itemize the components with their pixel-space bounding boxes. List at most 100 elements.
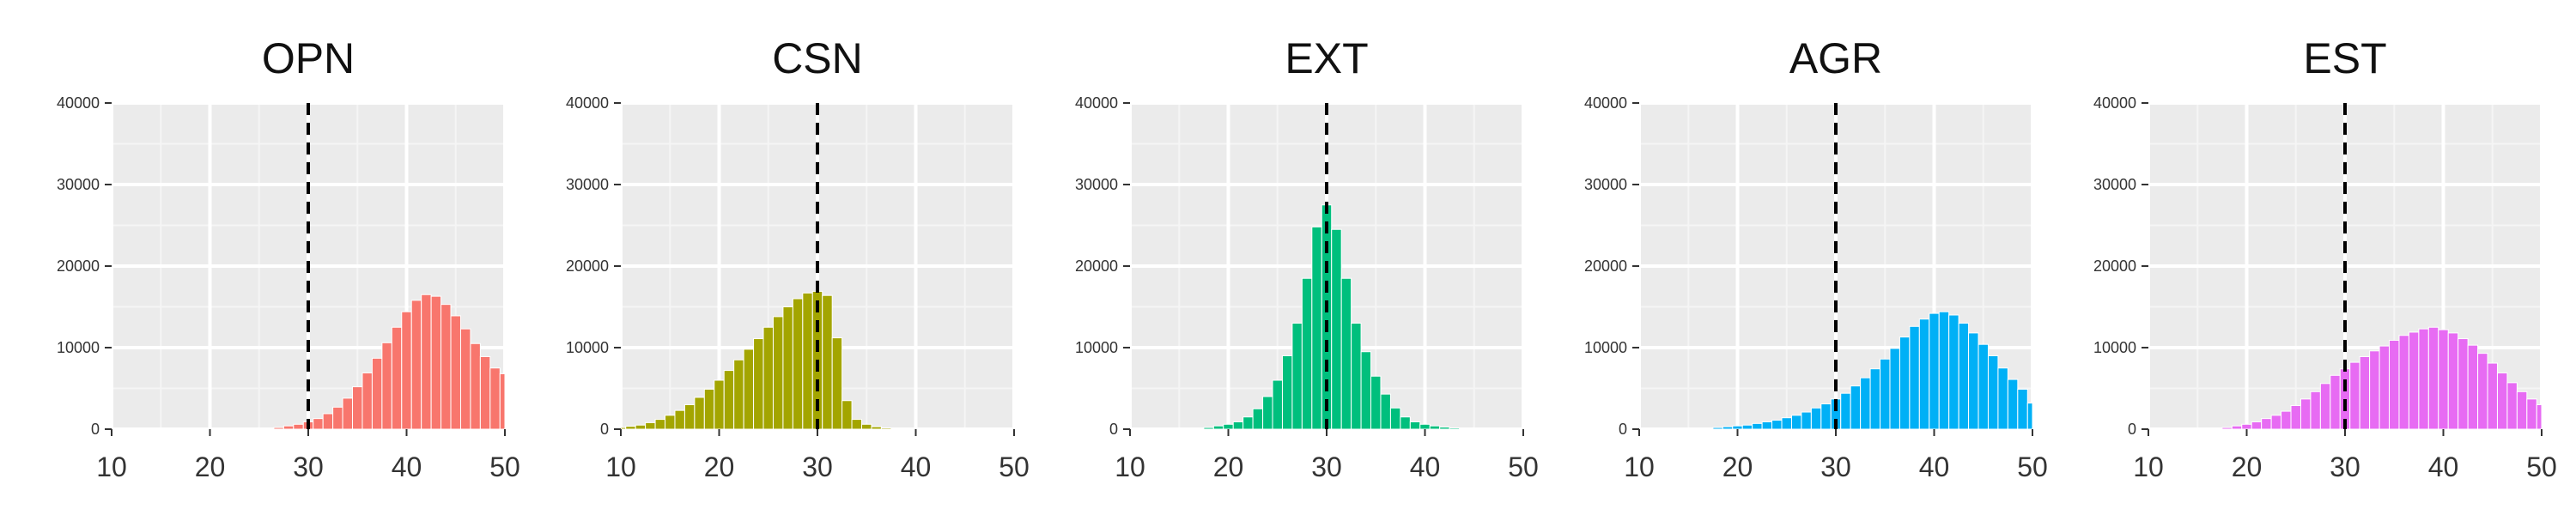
histogram-bar [625, 426, 636, 430]
y-tick-label: 30000 [1584, 176, 1627, 193]
histogram-bar [2477, 353, 2488, 430]
histogram-bar [1732, 425, 1743, 430]
histogram-bar [1761, 421, 1773, 430]
histogram-bar [1351, 323, 1362, 430]
histogram-bar [283, 425, 295, 430]
x-tick-label: 40 [901, 451, 932, 482]
histogram-bar [1810, 407, 1822, 430]
histogram-bar [1781, 417, 1792, 430]
histogram-bar [2418, 328, 2429, 430]
histogram-bar [1929, 312, 1940, 430]
y-tick-label: 10000 [57, 339, 100, 356]
x-tick-label: 20 [195, 451, 226, 482]
histogram-bar [2221, 427, 2233, 430]
histogram-bar [1889, 348, 1900, 430]
histogram-bar [293, 423, 304, 430]
histogram-bar [342, 397, 354, 430]
y-tick-label: 40000 [57, 94, 100, 112]
histogram-bar [2506, 382, 2518, 430]
histogram-bar [1311, 226, 1322, 430]
histogram-bar [1203, 427, 1214, 430]
histogram-bar [782, 306, 793, 430]
x-tick-label: 40 [1410, 451, 1441, 482]
histogram-bar [1918, 318, 1930, 430]
histogram-bar [1899, 336, 1911, 430]
x-tick-label: 40 [392, 451, 422, 482]
histogram-bar [1978, 343, 1989, 430]
y-tick-label: 20000 [1584, 258, 1627, 275]
histogram-bar [1850, 385, 1862, 430]
histogram-bar [2408, 331, 2420, 430]
x-tick-label: 20 [2232, 451, 2263, 482]
y-tick-label: 30000 [2093, 176, 2136, 193]
histogram-bar [1409, 421, 1421, 430]
histogram-bar [1223, 423, 1234, 430]
histogram-bar [1459, 427, 1470, 430]
histogram-bar [723, 370, 735, 430]
panel-csn: CSN 0 10000 20000 30000 40000 10 20 30 40 50 [566, 34, 1030, 482]
histogram-bar [2281, 410, 2292, 430]
histogram-bar [430, 295, 442, 430]
x-tick-label: 20 [1213, 451, 1244, 482]
histogram-bar [1301, 277, 1313, 430]
histogram-bar [1380, 393, 1391, 430]
histogram-bar [440, 304, 452, 430]
histogram-bar [2359, 355, 2371, 430]
histogram-bar [421, 294, 432, 430]
y-tick-label: 20000 [2093, 258, 2136, 275]
panel-title: OPN [262, 34, 355, 82]
histogram-bar [1321, 204, 1333, 430]
x-tick-label: 30 [293, 451, 324, 482]
x-tick-label: 40 [1919, 451, 1950, 482]
histogram-bar [1958, 323, 1970, 430]
histogram-bar [489, 367, 501, 430]
histogram-bar [2427, 326, 2439, 430]
y-tick-label: 10000 [1584, 339, 1627, 356]
y-tick-label: 10000 [566, 339, 609, 356]
histogram-bar [2261, 418, 2272, 430]
histogram-bar [1340, 277, 1352, 430]
histogram-bar [1252, 408, 1264, 430]
histogram-bar [802, 292, 813, 430]
y-tick-label: 0 [1619, 421, 1627, 438]
x-tick-label: 10 [1624, 451, 1655, 482]
histogram-bar [694, 397, 705, 430]
histogram-bar [2496, 372, 2508, 430]
histogram-bar [322, 413, 334, 430]
y-tick-label: 40000 [1075, 94, 1118, 112]
histogram-bar [772, 316, 784, 430]
histogram-bar [1419, 423, 1431, 430]
histogram-bar [1869, 368, 1881, 430]
histogram-bar [1840, 392, 1851, 430]
histogram-bar [479, 355, 491, 430]
histogram-bar [2398, 335, 2409, 430]
histogram-bar [1370, 375, 1382, 430]
histogram-bar [1193, 427, 1205, 430]
histogram-bar [2349, 361, 2360, 430]
histogram-bar [635, 424, 647, 430]
x-tick-label: 40 [2428, 451, 2459, 482]
histogram-bar [1702, 427, 1714, 430]
histogram-bar [703, 388, 715, 430]
x-tick-label: 20 [1722, 451, 1753, 482]
histogram-bar [2290, 404, 2301, 430]
histogram-bar [1360, 351, 1372, 430]
histogram-bar [459, 328, 471, 430]
histogram-bar [2458, 338, 2469, 430]
y-tick-label: 10000 [2093, 339, 2136, 356]
panel-title: EXT [1285, 34, 1368, 82]
histogram-bar [1262, 396, 1273, 430]
histogram-bar [2211, 427, 2223, 430]
histogram-bar [2231, 425, 2243, 430]
histogram-bar [2379, 345, 2391, 430]
x-tick-label: 10 [605, 451, 636, 482]
x-tick-label: 50 [489, 451, 520, 482]
histogram-bar [332, 406, 343, 430]
histogram-bar [401, 311, 412, 430]
panel-title: EST [2303, 34, 2386, 82]
histogram-bar [674, 409, 685, 430]
histogram-bar [831, 337, 843, 430]
panels: OPN 0 10000 20000 30000 40000 10 20 30 40 50 CSN010… [57, 34, 2557, 482]
x-tick-label: 10 [96, 451, 127, 482]
histogram-bar [2310, 391, 2321, 430]
